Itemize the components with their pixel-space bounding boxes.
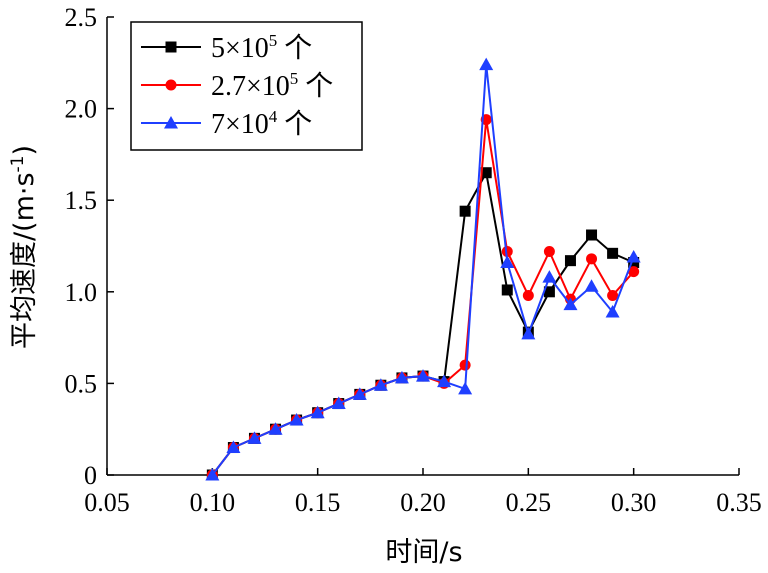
series-3-point [205, 468, 220, 481]
legend-label-main: 7×10 [211, 109, 269, 140]
series-3-point [373, 378, 388, 391]
series-3-point [416, 369, 430, 382]
legend-marker-2 [165, 79, 177, 91]
series-3-point [605, 304, 620, 318]
series-3-point [584, 279, 599, 292]
y-tick-label: 0.5 [65, 369, 98, 398]
series-3-point [458, 381, 473, 395]
series-3-point [500, 255, 515, 268]
legend-label-unit: 个 [298, 71, 333, 102]
series-1-point [501, 284, 513, 296]
legend-marker-3 [164, 116, 178, 129]
series-2-point [501, 245, 513, 257]
series-1-point [586, 229, 598, 241]
x-tick-label: 0.35 [716, 488, 762, 517]
series-2-point [543, 245, 555, 257]
series-3-point [310, 405, 325, 419]
series-2-point [628, 266, 640, 278]
legend-label-1: 5×105 个 [211, 31, 312, 64]
legend: 5×105 个2.7×105 个7×104 个 [130, 21, 363, 151]
series-3-point [563, 297, 578, 311]
legend-label-main: 5×10 [211, 33, 269, 64]
x-tick-label: 0.25 [506, 488, 552, 517]
legend-marker-1 [165, 41, 177, 53]
legend-label-main: 2.7×10 [211, 71, 290, 102]
y-tick-label: 1.5 [65, 186, 98, 215]
series-3-point [247, 431, 262, 444]
series-2-point [459, 359, 471, 371]
series-layer [205, 57, 641, 481]
series-1-point [543, 286, 555, 298]
x-tick-label: 0.30 [611, 488, 657, 517]
y-axis-title-sup: -1 [8, 156, 28, 173]
y-tick-label: 2.0 [65, 95, 98, 124]
legend-label-unit: 个 [277, 33, 312, 64]
x-tick-label: 0.05 [84, 488, 130, 517]
x-axis-title: 时间/s [385, 537, 462, 568]
series-1-point [564, 255, 576, 267]
legend-label-3: 7×104 个 [211, 107, 312, 140]
series-3-point [626, 249, 641, 263]
series-3-point [437, 374, 452, 388]
series-3 [205, 57, 641, 481]
series-3-point [268, 422, 283, 435]
series-3-point [331, 396, 346, 410]
series-1-point [459, 205, 471, 217]
series-2-point [586, 253, 598, 265]
legend-label-sup: 5 [269, 31, 278, 50]
y-tick-label: 2.5 [65, 3, 98, 32]
legend-label-2: 2.7×105 个 [211, 69, 333, 102]
x-tick-label: 0.20 [400, 488, 446, 517]
legend-label-sup: 5 [290, 69, 299, 88]
series-1-point [480, 167, 492, 179]
legend-label-sup: 4 [269, 107, 278, 126]
y-axis-title-main: 平均速度/(m·s [9, 172, 40, 349]
series-3-point [542, 270, 557, 283]
y-tick-label: 1.0 [65, 278, 98, 307]
series-3-point [394, 370, 409, 384]
series-3-point [226, 440, 241, 454]
series-1-point [607, 247, 619, 259]
y-tick-label: 0 [84, 461, 97, 490]
series-2 [206, 114, 640, 481]
x-tick-label: 0.15 [295, 488, 341, 517]
series-3-point [352, 387, 367, 400]
series-2-point [607, 289, 619, 301]
series-3-point [521, 326, 536, 340]
series-2-point [522, 289, 534, 301]
series-3-point [289, 413, 304, 426]
legend-label-unit: 个 [277, 109, 312, 140]
y-axis-title: 平均速度/(m·s-1) [8, 145, 40, 349]
x-tick-label: 0.10 [190, 488, 236, 517]
axes: 0.05 0.10 0.15 0.20 0.25 0.30 0.35 0 0.5 1.0 1.5 2.… [65, 3, 762, 517]
series-3-point [479, 57, 494, 71]
y-axis-title-tail: ) [9, 145, 40, 156]
